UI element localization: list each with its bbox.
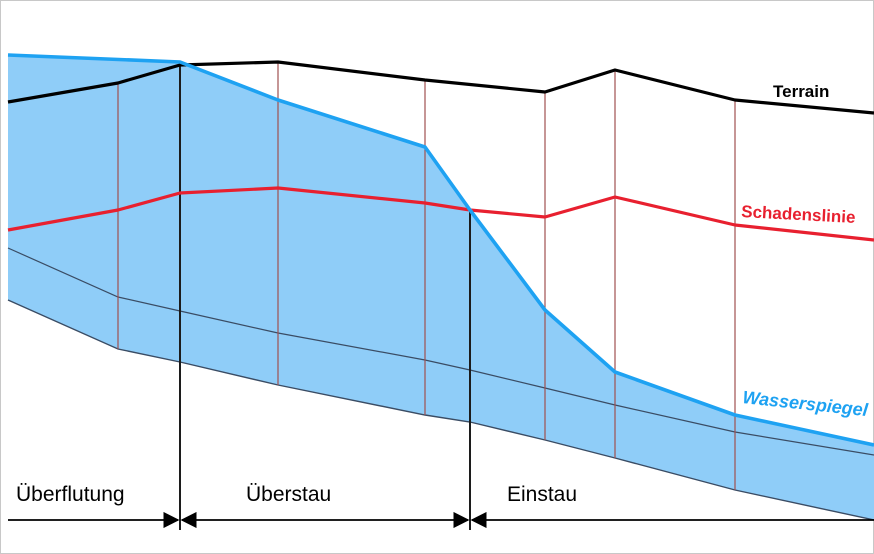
water-body bbox=[8, 55, 874, 520]
zone-label-ueberstau: Überstau bbox=[246, 483, 331, 506]
wasserspiegel-label: Wasserspiegel bbox=[742, 387, 870, 420]
schadenslinie-label: Schadenslinie bbox=[741, 202, 856, 227]
zone-boundaries bbox=[179, 62, 471, 530]
zone-label-ueberflutung: Überflutung bbox=[16, 483, 125, 506]
schadenslinie-line bbox=[7, 186, 874, 242]
profile-verticals bbox=[117, 62, 736, 490]
terrain-label: Terrain bbox=[773, 82, 829, 101]
zone-label-einstau: Einstau bbox=[507, 483, 577, 506]
terrain-line bbox=[7, 60, 874, 115]
channel-bed-line bbox=[7, 299, 874, 521]
upper-bed-line bbox=[7, 247, 874, 456]
wasserspiegel-line bbox=[7, 53, 874, 447]
